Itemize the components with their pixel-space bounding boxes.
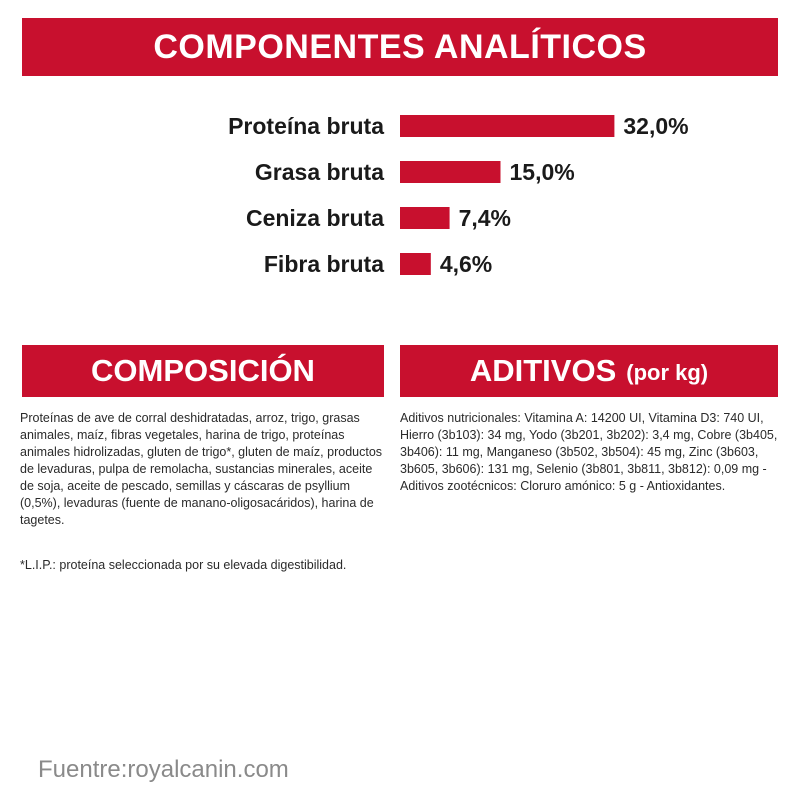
composicion-text: Proteínas de ave de corral deshidratadas… [20, 411, 383, 527]
value-label: 15,0% [510, 159, 575, 185]
bar [400, 207, 450, 229]
aditivos-text: Aditivos nutricionales: Vitamina A: 1420… [400, 411, 778, 493]
value-label: 32,0% [623, 113, 688, 139]
bar [400, 115, 615, 137]
analytic-components-title: COMPONENTES ANALÍTICOS [153, 27, 647, 66]
bar-chart-svg: Proteína bruta 32,0% Grasa bruta 15,0% Ceniz… [228, 113, 689, 277]
category-label: Proteína bruta [228, 113, 384, 139]
category-label: Grasa bruta [255, 159, 384, 185]
value-label: 7,4% [459, 205, 511, 231]
aditivos-banner: ADITIVOS (por kg) [400, 345, 778, 397]
composicion-title: COMPOSICIÓN [91, 353, 315, 388]
composicion-banner: COMPOSICIÓN [22, 345, 384, 397]
composicion-note: *L.I.P.: proteína seleccionada por su el… [20, 558, 347, 572]
analytic-components-chart: Proteína bruta 32,0% Grasa bruta 15,0% Ceniz… [0, 100, 800, 300]
source-credit: Fuentre:royalcanin.com [38, 756, 289, 783]
category-label: Ceniza bruta [246, 205, 384, 231]
value-label: 4,6% [440, 251, 492, 277]
bar [400, 161, 501, 183]
category-label: Fibra bruta [264, 251, 384, 277]
analytic-components-banner: COMPONENTES ANALÍTICOS [22, 18, 778, 76]
aditivos-title: ADITIVOS [469, 353, 617, 388]
aditivos-subtitle: (por kg) [626, 360, 709, 385]
bar [400, 253, 431, 275]
